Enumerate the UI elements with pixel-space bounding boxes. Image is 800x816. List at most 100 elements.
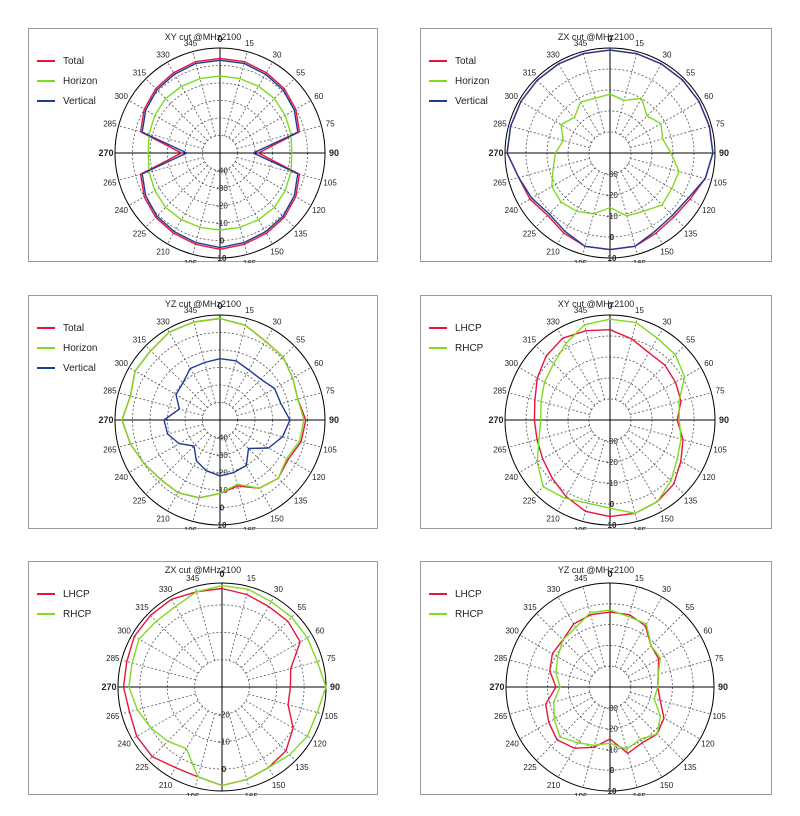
- legend-label: LHCP: [455, 588, 482, 600]
- polar-plot: 0 15 30 55 60 75 90 105 120 135 150 165 180 195 210 225…: [488, 34, 729, 263]
- radial-tick-label: 0: [220, 504, 225, 513]
- radial-tick-label: -10: [606, 745, 618, 754]
- polar-plot: 0 15 30 55 60 75 90 105 120 135 150 165 180 195 210 225…: [101, 569, 340, 796]
- angle-tick-label: 90: [718, 682, 728, 692]
- grid-spoke: [519, 697, 593, 740]
- angle-tick-label: 195: [574, 526, 588, 530]
- grid-spoke: [518, 367, 593, 410]
- legend-swatch: [37, 60, 55, 62]
- grid-spoke: [128, 100, 206, 145]
- legend-swatch: [37, 613, 55, 615]
- angle-tick-label: 345: [184, 39, 198, 48]
- grid-spoke: [192, 169, 216, 255]
- legend-item-horizon: Horizon: [429, 71, 489, 91]
- grid-spoke: [557, 437, 600, 512]
- legend-item-lhcp: LHCP: [429, 318, 483, 338]
- angle-tick-label: 55: [686, 68, 695, 77]
- grid-spoke: [228, 61, 273, 139]
- legend-item-rhcp: RHCP: [37, 604, 91, 624]
- angle-tick-label: 225: [133, 497, 147, 506]
- grid-spoke: [236, 424, 322, 448]
- grid-spoke: [236, 125, 322, 149]
- legend-item-vertical: Vertical: [37, 358, 97, 378]
- legend-swatch: [429, 347, 447, 349]
- polar-chart-zx-cut-components: ZX cut @MHz2100 0 15 30 55 60 75 90 105 120 135 15…: [420, 28, 772, 263]
- series-line-vertical: [163, 358, 291, 477]
- angle-tick-label: 75: [715, 654, 724, 663]
- angle-tick-label: 285: [493, 386, 507, 395]
- angle-tick-label: 195: [186, 792, 200, 796]
- legend-item-rhcp: RHCP: [429, 338, 483, 358]
- grid-spoke: [241, 613, 296, 668]
- legend-label: RHCP: [455, 608, 484, 620]
- grid-spoke: [620, 437, 663, 512]
- polar-chart-zx-cut-polarization: ZX cut @MHz2100 0 15 30 55 60 75 90 105 120 135 15…: [28, 561, 378, 796]
- angle-tick-label: 15: [635, 39, 644, 48]
- radial-tick-label: 0: [610, 500, 615, 509]
- series-line-vertical: [506, 49, 714, 251]
- angle-tick-label: 330: [159, 585, 173, 594]
- legend-swatch: [429, 613, 447, 615]
- grid-spoke: [169, 596, 209, 664]
- legend-label: Vertical: [63, 362, 96, 374]
- angle-tick-label: 55: [297, 603, 306, 612]
- grid-spoke: [536, 613, 596, 673]
- legend: LHCP RHCP: [429, 318, 483, 358]
- radial-tick-label: -10: [606, 212, 618, 221]
- grid-spoke: [518, 100, 593, 143]
- angle-tick-label: 225: [133, 230, 147, 239]
- legend-swatch: [37, 100, 55, 102]
- radial-tick-label: 10: [218, 521, 227, 530]
- radial-tick-label: -10: [218, 738, 230, 747]
- angle-tick-label: 180: [214, 795, 229, 796]
- radial-tick-label: -20: [606, 725, 618, 734]
- grid-spoke: [118, 157, 204, 181]
- grid-spoke: [627, 367, 702, 410]
- grid-spoke: [232, 345, 295, 408]
- angle-tick-label: 270: [488, 415, 503, 425]
- grid-spoke: [557, 596, 600, 670]
- angle-tick-label: 60: [704, 92, 713, 101]
- angle-tick-label: 225: [523, 497, 537, 506]
- grid-spoke: [145, 432, 208, 495]
- grid-spoke: [614, 706, 638, 788]
- grid-spoke: [234, 428, 312, 473]
- angle-tick-label: 300: [505, 92, 519, 101]
- polar-plot: 0 15 30 55 60 75 90 105 120 135 150 165 180 195 210 225…: [98, 301, 339, 530]
- grid-spoke: [508, 125, 590, 148]
- angle-tick-label: 60: [315, 627, 324, 636]
- angle-tick-label: 285: [103, 386, 117, 395]
- grid-spoke: [248, 693, 323, 715]
- angle-tick-label: 180: [602, 795, 617, 796]
- radial-tick-label: -10: [216, 486, 228, 495]
- angle-tick-label: 105: [713, 179, 727, 188]
- angle-tick-label: 75: [716, 119, 725, 128]
- angle-tick-label: 30: [273, 50, 282, 59]
- grid-spoke: [236, 392, 322, 416]
- angle-tick-label: 285: [493, 119, 507, 128]
- angle-tick-label: 240: [505, 473, 519, 482]
- angle-tick-label: 15: [635, 306, 644, 315]
- angle-tick-label: 150: [270, 248, 284, 257]
- angle-tick-label: 105: [323, 446, 337, 455]
- angle-tick-label: 165: [633, 259, 647, 263]
- grid-spoke: [224, 51, 248, 137]
- grid-spoke: [232, 165, 295, 228]
- angle-tick-label: 315: [523, 603, 537, 612]
- angle-tick-label: 75: [327, 654, 336, 663]
- radial-tick-label: -30: [606, 437, 618, 446]
- grid-spoke: [228, 586, 250, 661]
- polar-chart-yz-cut-components: YZ cut @MHz2100 0 15 30 55 60 75 90 105 120 135 15…: [28, 295, 378, 530]
- angle-tick-label: 315: [133, 335, 147, 344]
- angle-tick-label: 165: [633, 792, 647, 796]
- grid-spoke: [615, 173, 638, 255]
- angle-tick-label: 345: [574, 39, 588, 48]
- series-line-rhcp: [128, 585, 327, 787]
- angle-tick-label: 270: [489, 682, 504, 692]
- grid-spoke: [167, 167, 212, 245]
- angle-tick-label: 300: [117, 627, 131, 636]
- grid-spoke: [630, 125, 712, 148]
- grid-spoke: [518, 430, 593, 473]
- legend-label: Horizon: [63, 75, 98, 87]
- angle-tick-label: 180: [212, 262, 227, 263]
